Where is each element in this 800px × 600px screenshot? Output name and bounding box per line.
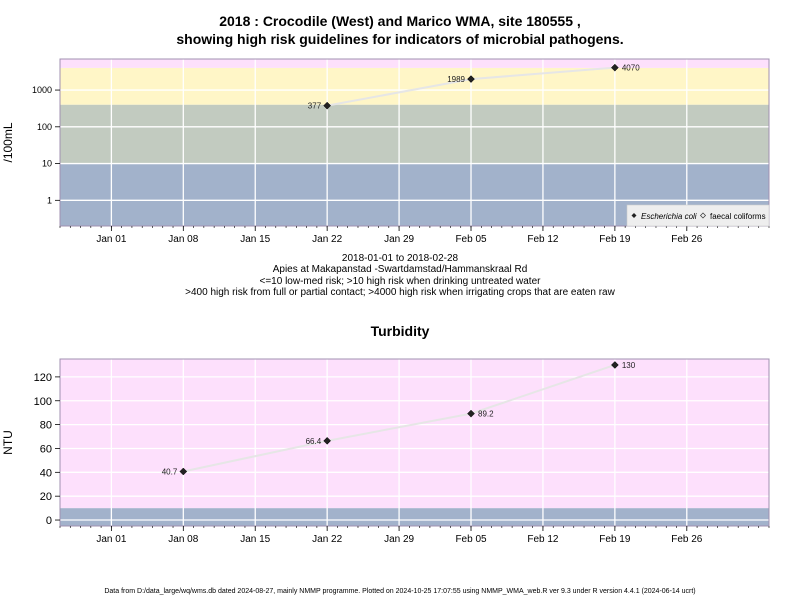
tick-label-y: 100 — [34, 396, 52, 408]
data-label: 89.2 — [478, 410, 494, 419]
legend-entry-e-coli: Escherichia coli — [641, 212, 697, 221]
risk-band-2 — [60, 67, 769, 105]
y-axis-label: NTU — [1, 430, 15, 455]
tick-label-x: Feb 19 — [599, 534, 631, 545]
tick-label-x: Feb 19 — [599, 234, 631, 245]
tick-label-x: Jan 15 — [240, 534, 270, 545]
data-point — [323, 101, 332, 110]
date-range-caption: 2018-01-01 to 2018-02-28 — [341, 253, 459, 264]
series-line — [183, 364, 616, 473]
tick-label-x: Jan 29 — [384, 534, 414, 545]
tick-label-y: 10 — [42, 159, 52, 169]
tick-label-x: Jan 15 — [240, 234, 270, 245]
tick-label-x: Feb 05 — [455, 534, 487, 545]
tick-label-y: 60 — [40, 443, 52, 455]
tick-label-y: 20 — [40, 491, 52, 503]
guideline-caption-2: >400 high risk from full or partial cont… — [185, 287, 615, 298]
tick-label-y: 1000 — [32, 85, 52, 95]
tick-label-x: Jan 22 — [312, 234, 342, 245]
data-point — [323, 436, 332, 445]
data-label: 130 — [622, 361, 636, 370]
tick-label-y: 80 — [40, 420, 52, 432]
tick-label-x: Jan 01 — [96, 234, 126, 245]
tick-label-x: Jan 01 — [96, 534, 126, 545]
data-label: 40.7 — [162, 467, 178, 476]
tick-label-y: 1 — [47, 195, 52, 205]
data-label: 4070 — [622, 64, 640, 73]
tick-label-x: Feb 05 — [455, 234, 487, 245]
plot-frame — [59, 358, 770, 527]
y-axis-label: /100mL — [1, 122, 15, 162]
tick-label-y: 40 — [40, 467, 52, 479]
legend-marker-faecal-coliforms — [700, 212, 706, 219]
tick-label-x: Feb 12 — [527, 534, 559, 545]
data-point — [179, 467, 188, 476]
risk-band-1 — [60, 359, 769, 509]
tick-label-y: 0 — [46, 515, 52, 527]
turbidity-title: Turbidity — [370, 323, 430, 339]
chart-title: 2018 : Crocodile (West) and Marico WMA, … — [219, 13, 581, 29]
risk-band-0 — [60, 508, 769, 526]
data-point — [611, 361, 619, 369]
guideline-caption-1: <=10 low-med risk; >10 high risk when dr… — [259, 276, 541, 287]
chart-subtitle: showing high risk guidelines for indicat… — [176, 31, 624, 47]
tick-label-x: Jan 08 — [168, 534, 198, 545]
tick-label-y: 120 — [34, 372, 52, 384]
data-point — [467, 75, 475, 83]
location-caption: Apies at Makapanstad -Swartdamstad/Hamma… — [272, 264, 528, 275]
data-point — [467, 409, 475, 418]
risk-band-3 — [60, 59, 769, 68]
data-label: 66.4 — [306, 437, 322, 446]
risk-band-1 — [60, 104, 769, 164]
data-point — [611, 63, 619, 72]
tick-label-x: Jan 22 — [312, 534, 342, 545]
tick-label-x: Feb 12 — [527, 234, 559, 245]
tick-label-x: Feb 26 — [671, 234, 703, 245]
tick-label-x: Jan 29 — [384, 234, 414, 245]
data-label: 377 — [308, 102, 322, 111]
plot-frame — [59, 58, 770, 227]
legend-entry-faecal-coliforms: faecal coliforms — [710, 212, 766, 221]
legend-box — [626, 204, 770, 227]
tick-label-x: Jan 08 — [168, 234, 198, 245]
data-label: 1989 — [447, 75, 465, 84]
footer-note: Data from D:/data_large/wq/wms.db dated … — [104, 588, 696, 595]
microbial-chart: Jan 01 Jan 08 Jan 15 Jan 22 Jan 29 Feb 05 Feb … — [1, 58, 770, 245]
tick-label-y: 100 — [37, 122, 52, 132]
tick-label-x: Feb 26 — [671, 534, 703, 545]
legend-marker-e-coli — [631, 213, 637, 218]
